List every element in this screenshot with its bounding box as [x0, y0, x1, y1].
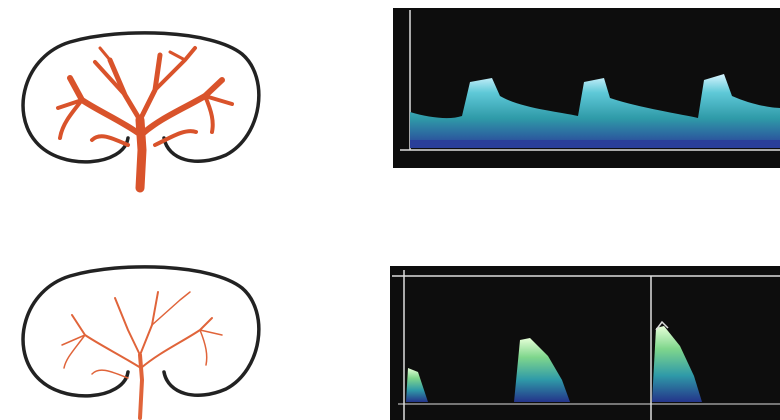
- kidney-normal: [21, 31, 261, 193]
- waveform-base: [410, 140, 780, 148]
- kidney-outline: [21, 31, 261, 164]
- doppler-normal: [393, 8, 780, 168]
- doppler-background: [390, 266, 780, 420]
- spectral-peak: [652, 326, 702, 402]
- vessel-tree: [61, 291, 223, 420]
- peak-marker: [655, 320, 669, 331]
- spectral-waveform: [410, 74, 780, 148]
- spectral-peak: [514, 338, 570, 402]
- vessel-tree: [56, 46, 234, 193]
- kidney-reduced: [21, 265, 261, 420]
- doppler-reduced: [390, 266, 780, 420]
- spectral-peak: [406, 368, 428, 402]
- kidney-outline: [21, 265, 261, 398]
